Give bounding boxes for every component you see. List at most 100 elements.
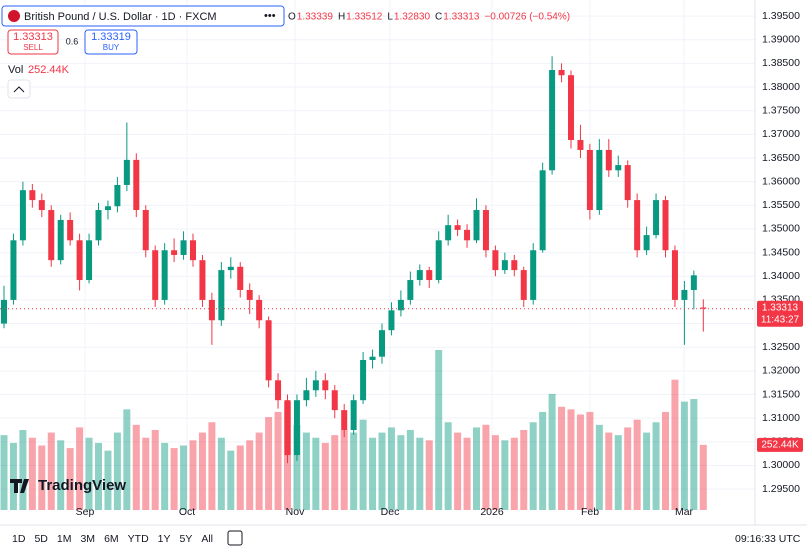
x-tick-label: Sep <box>76 506 95 518</box>
candle-body <box>208 299 215 321</box>
candle-body <box>312 380 319 391</box>
candle-body <box>379 330 385 357</box>
volume-bar <box>576 414 584 510</box>
candle-body <box>199 260 206 300</box>
volume-bar <box>378 432 386 510</box>
range-button[interactable]: 6M <box>104 533 119 545</box>
sell-label: SELL <box>23 43 43 52</box>
volume-bar <box>0 435 8 510</box>
range-button[interactable]: All <box>201 533 213 545</box>
x-tick-label: 2026 <box>480 506 504 518</box>
volume-bar <box>425 440 433 510</box>
volume-bar <box>397 435 405 510</box>
candle-body <box>369 356 376 360</box>
sell-price: 1.33313 <box>13 31 53 43</box>
range-button[interactable]: 1M <box>57 533 72 545</box>
volume-bar <box>529 422 537 510</box>
volume-bar <box>624 427 632 510</box>
volume-bar <box>236 445 244 510</box>
y-tick-label: 1.34500 <box>762 246 800 258</box>
candle-body <box>445 225 452 241</box>
volume-bar <box>501 440 509 510</box>
candle-body <box>397 299 404 311</box>
volume-bar <box>57 440 65 510</box>
ohlc-key: C <box>435 12 442 23</box>
volume-bar <box>444 422 452 510</box>
flag-icon <box>8 10 20 22</box>
x-tick-label: Mar <box>675 506 694 518</box>
volume-bar <box>387 427 395 510</box>
candle-body <box>123 159 130 185</box>
volume-bar <box>47 432 55 510</box>
volume-bar <box>142 437 150 510</box>
y-tick-label: 1.31000 <box>762 412 800 424</box>
y-tick-label: 1.34000 <box>762 270 800 282</box>
y-tick-label: 1.38500 <box>762 57 800 69</box>
volume-bar <box>652 422 660 510</box>
volume-bar <box>66 448 74 510</box>
collapse-button[interactable] <box>7 79 31 99</box>
volume-bar <box>255 432 263 510</box>
volume-bar <box>227 450 235 510</box>
candle-body <box>501 260 508 271</box>
ohlc: O 1.33339 H 1.33512 L 1.32830 C 1.33313 −0.00726… <box>288 12 570 23</box>
more-icon[interactable]: ••• <box>264 10 276 22</box>
candle-body <box>530 250 537 300</box>
volume-bar <box>28 437 36 510</box>
symbol-box[interactable] <box>1 5 285 27</box>
sell-button[interactable] <box>7 29 59 55</box>
y-tick-label: 1.32000 <box>762 365 800 377</box>
candle-body <box>549 70 556 171</box>
y-tick-label: 1.35500 <box>762 199 800 211</box>
volume-bar <box>491 435 499 510</box>
volume-bar <box>435 350 443 510</box>
candle-body <box>464 229 471 241</box>
y-tick-label: 1.29500 <box>762 483 800 495</box>
y-tick-label: 1.38000 <box>762 81 800 93</box>
range-button[interactable]: 3M <box>80 533 95 545</box>
volume-bar <box>416 437 424 510</box>
candle-body <box>690 275 697 290</box>
range-button[interactable]: 1D <box>12 533 26 545</box>
x-tick-label: Oct <box>179 506 195 518</box>
last-price: 1.33313 <box>762 302 799 313</box>
range-button[interactable]: 5D <box>34 533 48 545</box>
volume-bar <box>558 406 566 510</box>
candle-body <box>426 270 433 281</box>
date-range-icon[interactable] <box>227 530 243 546</box>
candle-body <box>482 210 489 251</box>
volume-bar <box>19 430 27 510</box>
range-button[interactable]: YTD <box>128 533 149 545</box>
y-tick-label: 1.37000 <box>762 128 800 140</box>
logo-icon <box>10 479 29 493</box>
volume-bar <box>473 427 480 510</box>
volume-bar <box>312 437 320 510</box>
volume-bar <box>9 442 17 510</box>
range-button[interactable]: 5Y <box>180 533 193 545</box>
candle-body <box>190 240 196 261</box>
last-price-box <box>757 300 803 327</box>
volume-bar <box>95 442 102 510</box>
candle-body <box>293 400 300 456</box>
ohlc-key: L <box>387 12 393 23</box>
candle-body <box>180 240 187 255</box>
volume-bar <box>359 419 367 510</box>
volume-label: 252.44K <box>761 439 799 450</box>
volume-bar <box>643 432 651 510</box>
buy-button[interactable] <box>84 29 138 55</box>
volume-bar <box>548 393 556 510</box>
candle-body <box>511 260 518 271</box>
candle-body <box>284 400 291 456</box>
volume-bar <box>293 424 301 510</box>
candle-body <box>29 190 36 201</box>
volume-title: Vol <box>8 64 23 76</box>
volume-bar <box>302 432 310 510</box>
volume-layer <box>0 350 707 510</box>
y-tick-label: 1.36500 <box>762 152 800 164</box>
volume-value: 252.44K <box>28 64 70 76</box>
volume-bar <box>699 444 707 510</box>
candle-body <box>1 299 7 324</box>
candle-body <box>350 400 357 430</box>
range-button[interactable]: 1Y <box>158 533 171 545</box>
ohlc-value: 1.33512 <box>346 12 383 23</box>
